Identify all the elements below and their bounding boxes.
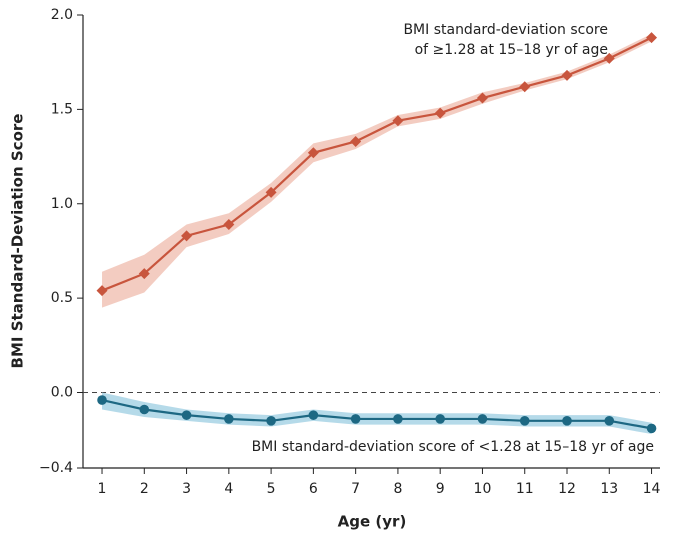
x-tick-label: 4: [224, 481, 233, 497]
y-tick-label: 0.5: [51, 290, 73, 306]
marker: [392, 115, 404, 127]
marker: [519, 416, 530, 426]
x-tick-label: 6: [309, 481, 318, 497]
x-tick-label: 9: [436, 481, 445, 497]
x-tick-label: 3: [182, 481, 191, 497]
marker: [603, 52, 615, 64]
y-tick-label: 1.0: [51, 196, 73, 212]
x-tick-label: 5: [267, 481, 276, 497]
marker: [519, 81, 531, 93]
series-line: [101, 36, 653, 292]
series-line: [101, 398, 652, 430]
marker: [266, 416, 276, 426]
marker: [181, 230, 193, 242]
marker: [393, 414, 403, 424]
marker: [350, 135, 362, 147]
marker: [181, 410, 192, 420]
x-tick-label: 11: [516, 481, 534, 497]
x-tick-label: 12: [558, 481, 576, 497]
series-label: BMI standard-deviation score of <1.28 at…: [252, 439, 654, 455]
x-tick-label: 13: [600, 481, 618, 497]
y-tick-label: 2.0: [51, 7, 73, 23]
y-axis-title: BMI Standard-Deviation Score: [9, 114, 27, 369]
x-tick-label: 8: [393, 481, 402, 497]
marker: [435, 414, 445, 424]
marker: [97, 395, 107, 405]
marker: [96, 285, 108, 297]
marker: [138, 268, 150, 280]
marker: [223, 219, 235, 231]
x-axis-title: Age (yr): [338, 513, 407, 531]
x-tick-label: 7: [351, 481, 360, 497]
marker: [308, 410, 319, 420]
marker: [562, 416, 572, 426]
x-tick-label: 10: [474, 481, 492, 497]
confidence-band: [102, 33, 652, 308]
x-tick-label: 1: [98, 481, 107, 497]
x-tick-label: 2: [140, 481, 149, 497]
marker: [139, 404, 150, 415]
marker: [434, 107, 446, 119]
marker: [476, 92, 488, 104]
y-tick-label: −0.4: [39, 460, 73, 476]
marker: [477, 414, 488, 424]
y-tick-label: 1.5: [51, 101, 73, 117]
series-label: of ≥1.28 at 15–18 yr of age: [415, 42, 608, 58]
marker: [646, 32, 658, 44]
y-tick-label: 0.0: [51, 385, 73, 401]
x-tick-label: 14: [643, 481, 661, 497]
confidence-band: [102, 392, 652, 435]
marker: [224, 414, 234, 424]
marker: [350, 414, 361, 424]
marker: [646, 423, 657, 434]
series-label: BMI standard-deviation score: [403, 22, 608, 38]
marker: [265, 186, 277, 198]
marker: [307, 147, 319, 159]
marker: [561, 69, 573, 81]
marker: [604, 416, 615, 426]
